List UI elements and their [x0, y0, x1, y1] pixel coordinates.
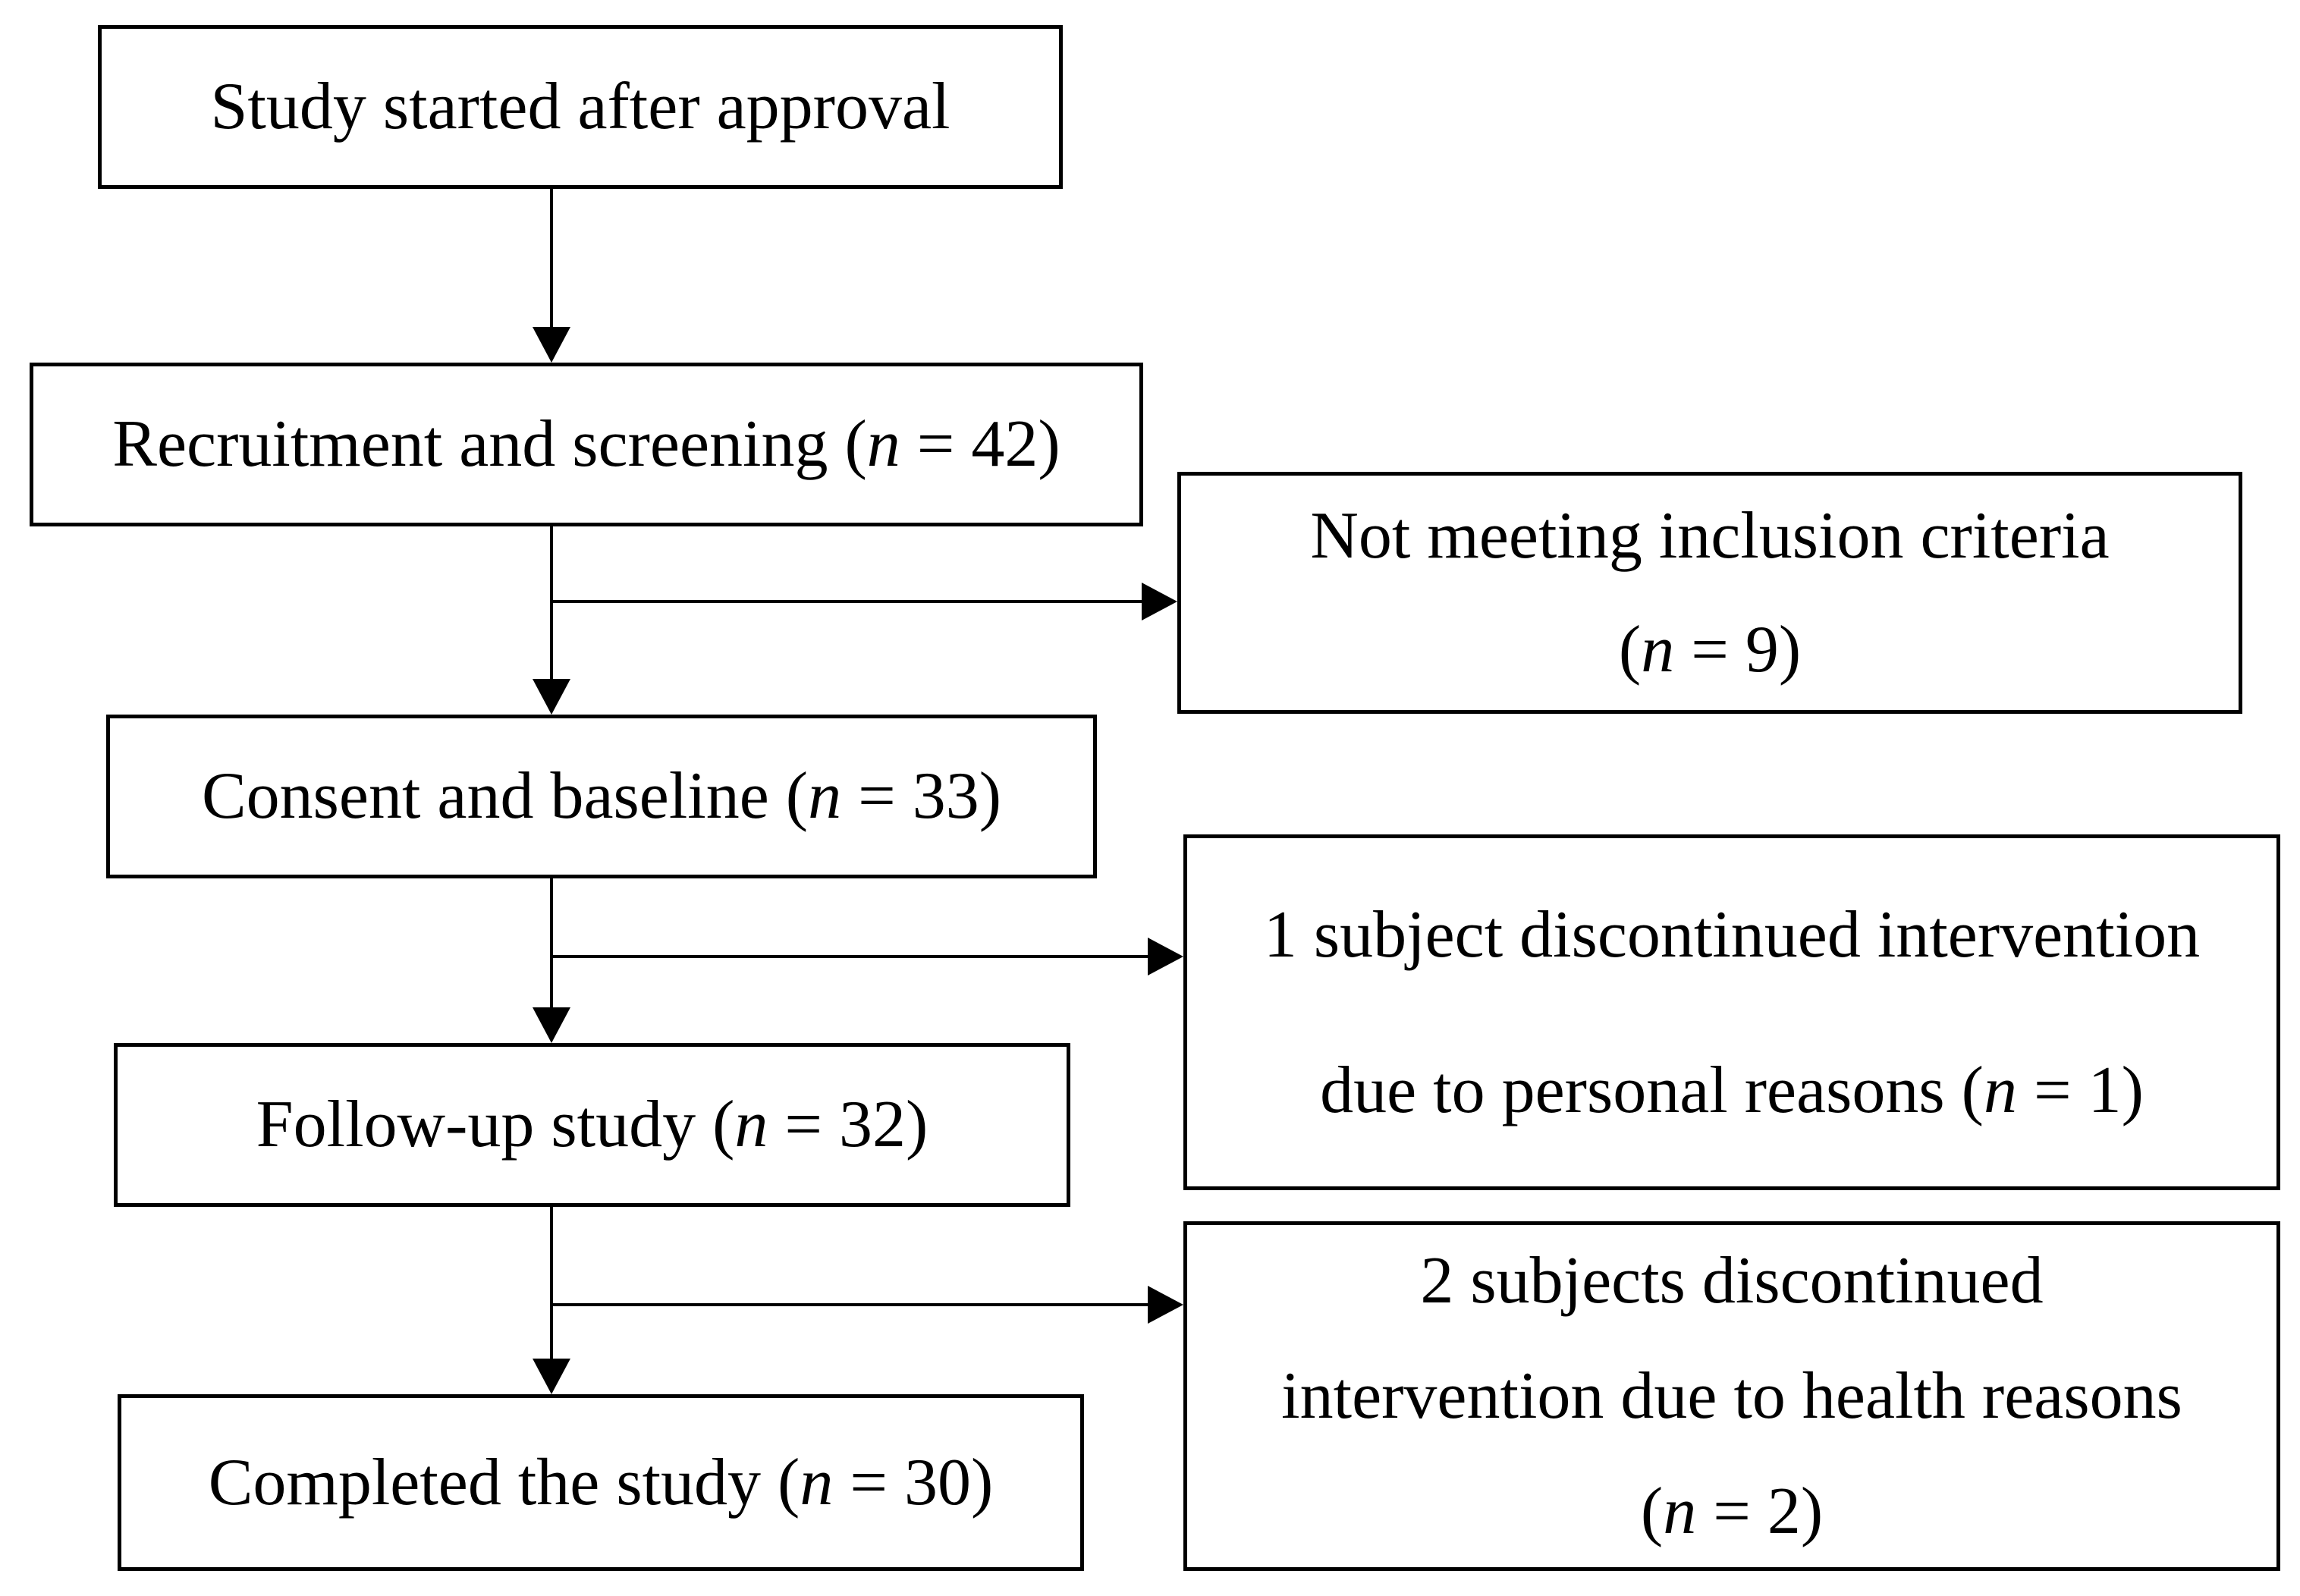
box-follow-up-study: Follow-up study (n = 32) [114, 1043, 1070, 1207]
connector-study-to-recruitment [550, 188, 553, 330]
box-discontinued-personal: 1 subject discontinued intervention due … [1183, 834, 2280, 1190]
box-discontinued-health-line2: intervention due to health reasons [1281, 1359, 2182, 1433]
arrowhead-into-discontinued-health [1148, 1286, 1183, 1324]
box-discontinued-personal-line1: 1 subject discontinued intervention [1263, 897, 2201, 972]
arrowhead-into-followup [533, 1007, 570, 1043]
box-follow-up-study-label: Follow-up study (n = 32) [256, 1088, 928, 1161]
box-consent-baseline: Consent and baseline (n = 33) [106, 715, 1097, 878]
box-not-meeting-criteria-line1: Not meeting inclusion criteria [1310, 498, 2110, 573]
box-completed-study-label: Completed the study (n = 30) [208, 1445, 994, 1519]
arrowhead-into-excluded [1142, 583, 1177, 620]
box-study-started: Study started after approval [98, 25, 1063, 189]
box-recruitment-screening-label: Recruitment and screening (n = 42) [112, 407, 1060, 481]
connector-consent-to-discontinued-personal [551, 955, 1148, 958]
arrowhead-into-recruitment [533, 327, 570, 363]
box-study-started-label: Study started after approval [210, 70, 950, 143]
arrowhead-into-discontinued-personal [1148, 938, 1183, 976]
box-not-meeting-criteria: Not meeting inclusion criteria (n = 9) [1177, 472, 2242, 714]
connector-followup-to-completed [550, 1206, 553, 1362]
connector-consent-to-followup [550, 878, 553, 1010]
box-discontinued-health: 2 subjects discontinued intervention due… [1183, 1221, 2280, 1571]
box-recruitment-screening: Recruitment and screening (n = 42) [30, 363, 1143, 526]
connector-recruitment-to-excluded [551, 600, 1143, 603]
connector-recruitment-to-consent [550, 526, 553, 682]
box-not-meeting-criteria-line2: (n = 9) [1618, 612, 1802, 686]
arrowhead-into-consent [533, 679, 570, 715]
box-discontinued-health-line1: 2 subjects discontinued [1420, 1243, 2044, 1318]
arrowhead-into-completed [533, 1359, 570, 1394]
connector-followup-to-discontinued-health [551, 1303, 1148, 1306]
box-consent-baseline-label: Consent and baseline (n = 33) [201, 759, 1002, 833]
box-discontinued-personal-line2: due to personal reasons (n = 1) [1320, 1053, 2144, 1127]
box-discontinued-health-line3: (n = 2) [1640, 1474, 1824, 1548]
box-completed-study: Completed the study (n = 30) [118, 1394, 1084, 1571]
